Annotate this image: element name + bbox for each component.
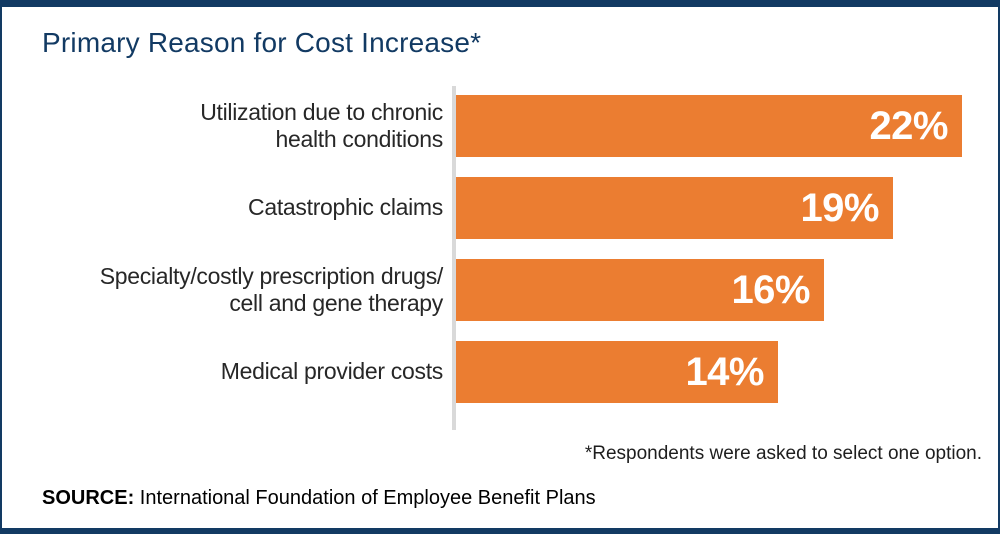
bar-chart: Utilization due to chronic health condit… — [2, 85, 998, 430]
category-label: Specialty/costly prescription drugs/ cel… — [99, 262, 444, 316]
bar-row: Catastrophic claims 19% — [2, 167, 998, 249]
chart-title: Primary Reason for Cost Increase* — [42, 27, 482, 58]
bar-track: 14% — [452, 341, 998, 403]
bar: 22% — [456, 95, 962, 157]
bar: 19% — [456, 177, 893, 239]
source-prefix: SOURCE: — [42, 487, 135, 509]
bar: 14% — [456, 341, 778, 403]
bar-row: Specialty/costly prescription drugs/ cel… — [2, 249, 998, 331]
bar-value-label: 19% — [800, 185, 879, 230]
bar-row: Medical provider costs 14% — [2, 331, 998, 413]
bar-row: Utilization due to chronic health condit… — [2, 85, 998, 167]
source-text: International Foundation of Employee Ben… — [139, 487, 596, 509]
category-label: Utilization due to chronic health condit… — [200, 98, 443, 152]
bar-value-label: 16% — [731, 267, 810, 312]
bar-track: 19% — [452, 177, 998, 239]
source-line: SOURCE: International Foundation of Empl… — [42, 487, 998, 510]
zero-baseline-axis — [452, 86, 456, 430]
bar-value-label: 14% — [685, 349, 764, 394]
bar: 16% — [456, 259, 824, 321]
bar-track: 22% — [452, 95, 998, 157]
category-label: Catastrophic claims — [248, 194, 443, 221]
chart-footnote: *Respondents were asked to select one op… — [584, 443, 982, 464]
bar-value-label: 22% — [869, 103, 948, 148]
category-label: Medical provider costs — [220, 358, 444, 385]
bar-track: 16% — [452, 259, 998, 321]
